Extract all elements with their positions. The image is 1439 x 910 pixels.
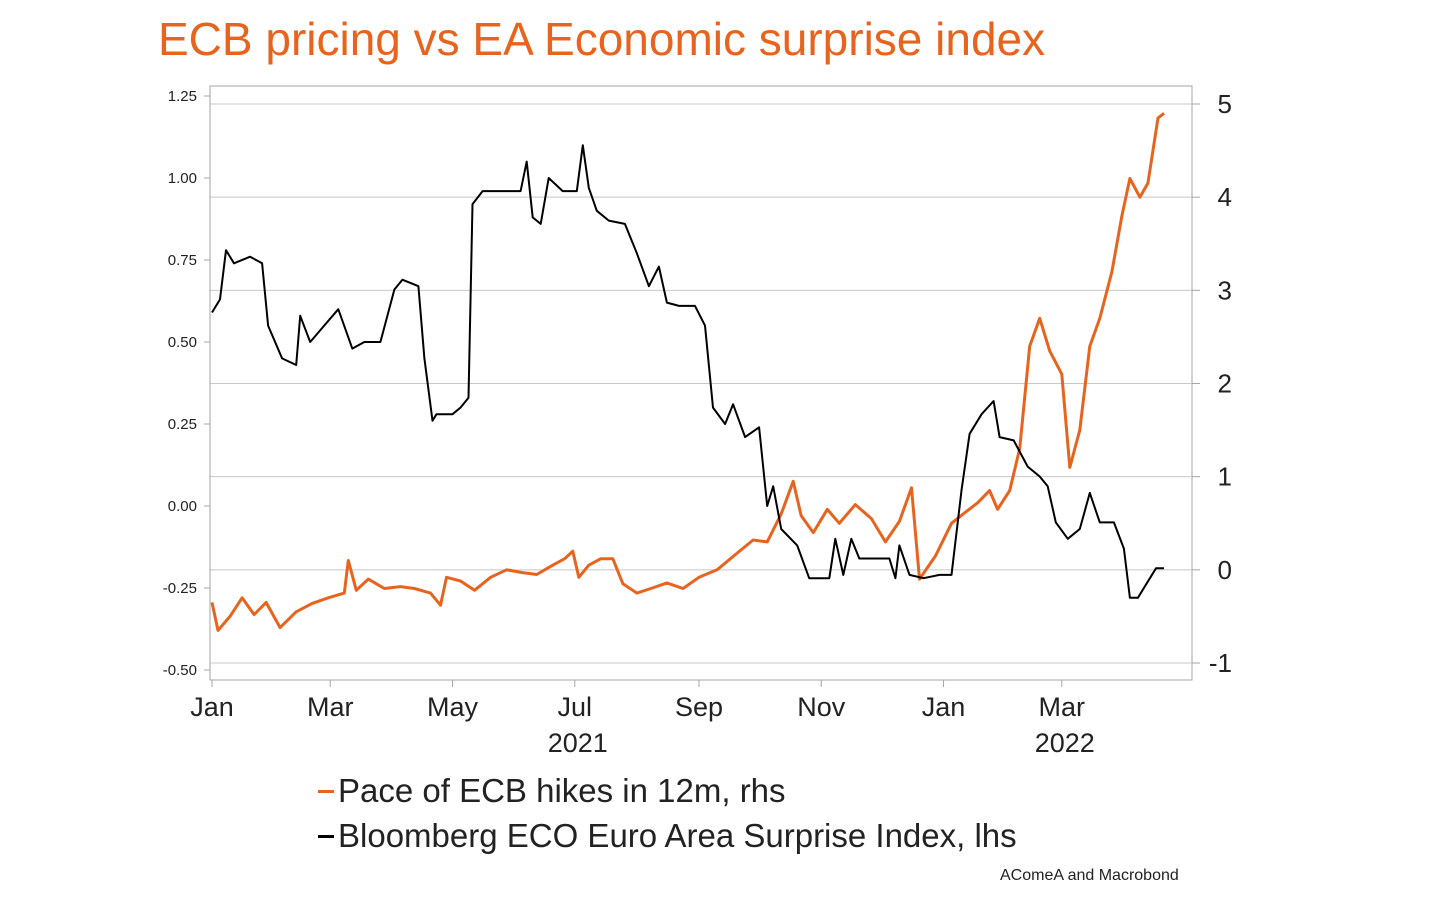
right-tick-label: 1 xyxy=(1218,462,1232,492)
legend-swatch-black xyxy=(318,834,334,838)
legend-swatch-orange xyxy=(318,789,334,793)
right-tick-label: 2 xyxy=(1218,369,1232,399)
x-tick-label: Mar xyxy=(307,692,354,722)
x-year-label: 2022 xyxy=(1035,728,1095,758)
series-line-surprise-index xyxy=(211,144,1164,599)
x-year-label: 2021 xyxy=(548,728,608,758)
left-tick-label: 1.00 xyxy=(168,170,197,187)
right-tick-label: -1 xyxy=(1209,648,1232,678)
x-tick-label: May xyxy=(427,692,479,722)
left-tick-label: 0.00 xyxy=(168,498,197,515)
legend-item-surprise-index: Bloomberg ECO Euro Area Surprise Index, … xyxy=(318,817,1017,855)
x-tick-label: Jan xyxy=(190,692,234,722)
left-tick-label: 1.25 xyxy=(168,88,197,105)
right-tick-label: 3 xyxy=(1218,275,1232,305)
x-tick-label: Jan xyxy=(922,692,966,722)
x-tick-label: Jul xyxy=(557,692,592,722)
x-tick-label: Nov xyxy=(797,692,846,722)
right-tick-label: 4 xyxy=(1218,182,1232,212)
legend-label-surprise-index: Bloomberg ECO Euro Area Surprise Index, … xyxy=(338,817,1017,854)
axes: 1.25 1.00 0.75 0.50 0.25 0.00 -0.25 -0.50 5 4 3 2 1 0… xyxy=(163,86,1232,758)
legend-item-ecb-hikes: Pace of ECB hikes in 12m, rhs xyxy=(318,772,786,810)
series-line-ecb-hikes xyxy=(210,112,1165,632)
left-tick-label: -0.50 xyxy=(163,662,197,679)
left-tick-label: -0.25 xyxy=(163,580,197,597)
series-lines xyxy=(210,112,1165,632)
left-tick-label: 0.75 xyxy=(168,252,197,269)
source-credit: AComeA and Macrobond xyxy=(1000,867,1179,884)
right-tick-label: 0 xyxy=(1218,555,1232,585)
left-tick-label: 0.25 xyxy=(168,416,197,433)
x-tick-label: Sep xyxy=(675,692,723,722)
right-tick-label: 5 xyxy=(1218,89,1232,119)
left-tick-label: 0.50 xyxy=(168,334,197,351)
x-tick-label: Mar xyxy=(1039,692,1086,722)
legend-label-ecb-hikes: Pace of ECB hikes in 12m, rhs xyxy=(338,772,786,809)
gridlines xyxy=(210,103,1192,664)
chart-title: ECB pricing vs EA Economic surprise inde… xyxy=(158,13,1046,65)
